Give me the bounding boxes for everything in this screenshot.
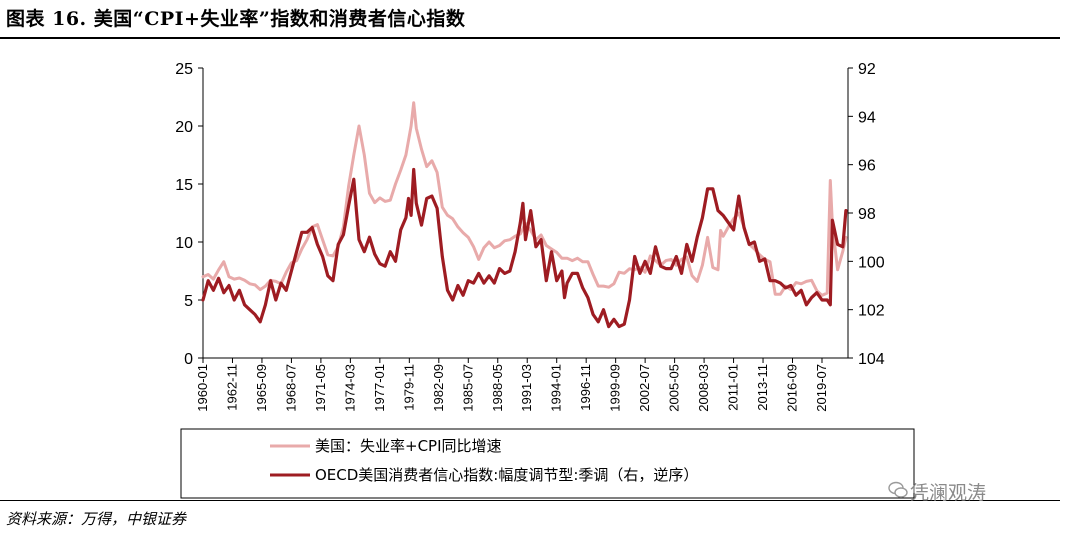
x-tick-label: 2008-03 (696, 364, 711, 412)
x-tick-label: 1991-03 (519, 364, 534, 412)
right-tick-label: 102 (858, 303, 885, 320)
left-tick-label: 25 (175, 61, 193, 78)
x-tick-label: 1999-09 (608, 364, 623, 412)
legend: 美国：失业率+CPI同比增速 OECD美国消费者信心指数:幅度调节型:季调（右，逆… (180, 428, 915, 499)
x-tick-label: 1982-09 (431, 364, 446, 412)
left-tick-label: 10 (175, 235, 193, 252)
series-line-1 (201, 101, 848, 297)
chart-axes: 0 5 10 15 20 25 92 94 96 98 100 102 104 1960-01 1962-1… (175, 61, 885, 412)
x-tick-label: 1974-03 (342, 364, 357, 412)
watermark: 凭澜观涛 (910, 482, 987, 504)
x-tick-label: 1994-01 (549, 364, 564, 412)
legend-label-1: 美国：失业率+CPI同比增速 (315, 437, 502, 455)
left-tick-label: 5 (184, 293, 193, 310)
series-layer (201, 101, 848, 329)
right-tick-label: 92 (858, 61, 876, 78)
x-tick-label: 1979-11 (401, 364, 416, 411)
x-tick-label: 1988-05 (490, 364, 505, 412)
x-tick-label: 1996-11 (578, 364, 593, 411)
x-tick-label: 2016-09 (785, 364, 800, 412)
source-note: 资料来源：万得，中银证券 (6, 510, 187, 528)
left-tick-label: 0 (184, 351, 193, 368)
left-tick-label: 20 (175, 119, 193, 136)
x-tick-label: 1985-07 (460, 364, 475, 412)
x-tick-label: 1968-07 (283, 364, 298, 412)
x-tick-label: 2011-01 (726, 364, 741, 411)
x-tick-label: 1962-11 (224, 364, 239, 411)
right-tick-label: 104 (858, 351, 885, 368)
right-tick-label: 96 (858, 158, 876, 175)
x-tick-label: 1960-01 (195, 364, 210, 412)
right-tick-label: 100 (858, 254, 885, 271)
footer-rule (0, 500, 1060, 501)
left-tick-label: 15 (175, 177, 193, 194)
right-tick-label: 94 (858, 109, 876, 126)
x-tick-label: 1977-01 (372, 364, 387, 412)
x-tick-label: 2005-05 (667, 364, 682, 412)
x-tick-label: 2002-07 (637, 364, 652, 412)
legend-box (180, 428, 915, 499)
x-tick-label: 1971-05 (313, 364, 328, 412)
x-tick-label: 2019-07 (814, 364, 829, 412)
right-tick-label: 98 (858, 206, 876, 223)
wechat-icon (888, 481, 908, 498)
chart-canvas: 0 5 10 15 20 25 92 94 96 98 100 102 104 1960-01 1962-1… (175, 61, 915, 499)
series-line-2 (201, 167, 848, 329)
legend-label-2: OECD美国消费者信心指数:幅度调节型:季调（右，逆序） (315, 466, 698, 484)
chart-title: 图表 16. 美国“CPI+失业率”指数和消费者信心指数 (6, 8, 466, 30)
x-tick-label: 2013-11 (755, 364, 770, 411)
x-tick-label: 1965-09 (254, 364, 269, 412)
title-rule (0, 37, 1060, 39)
